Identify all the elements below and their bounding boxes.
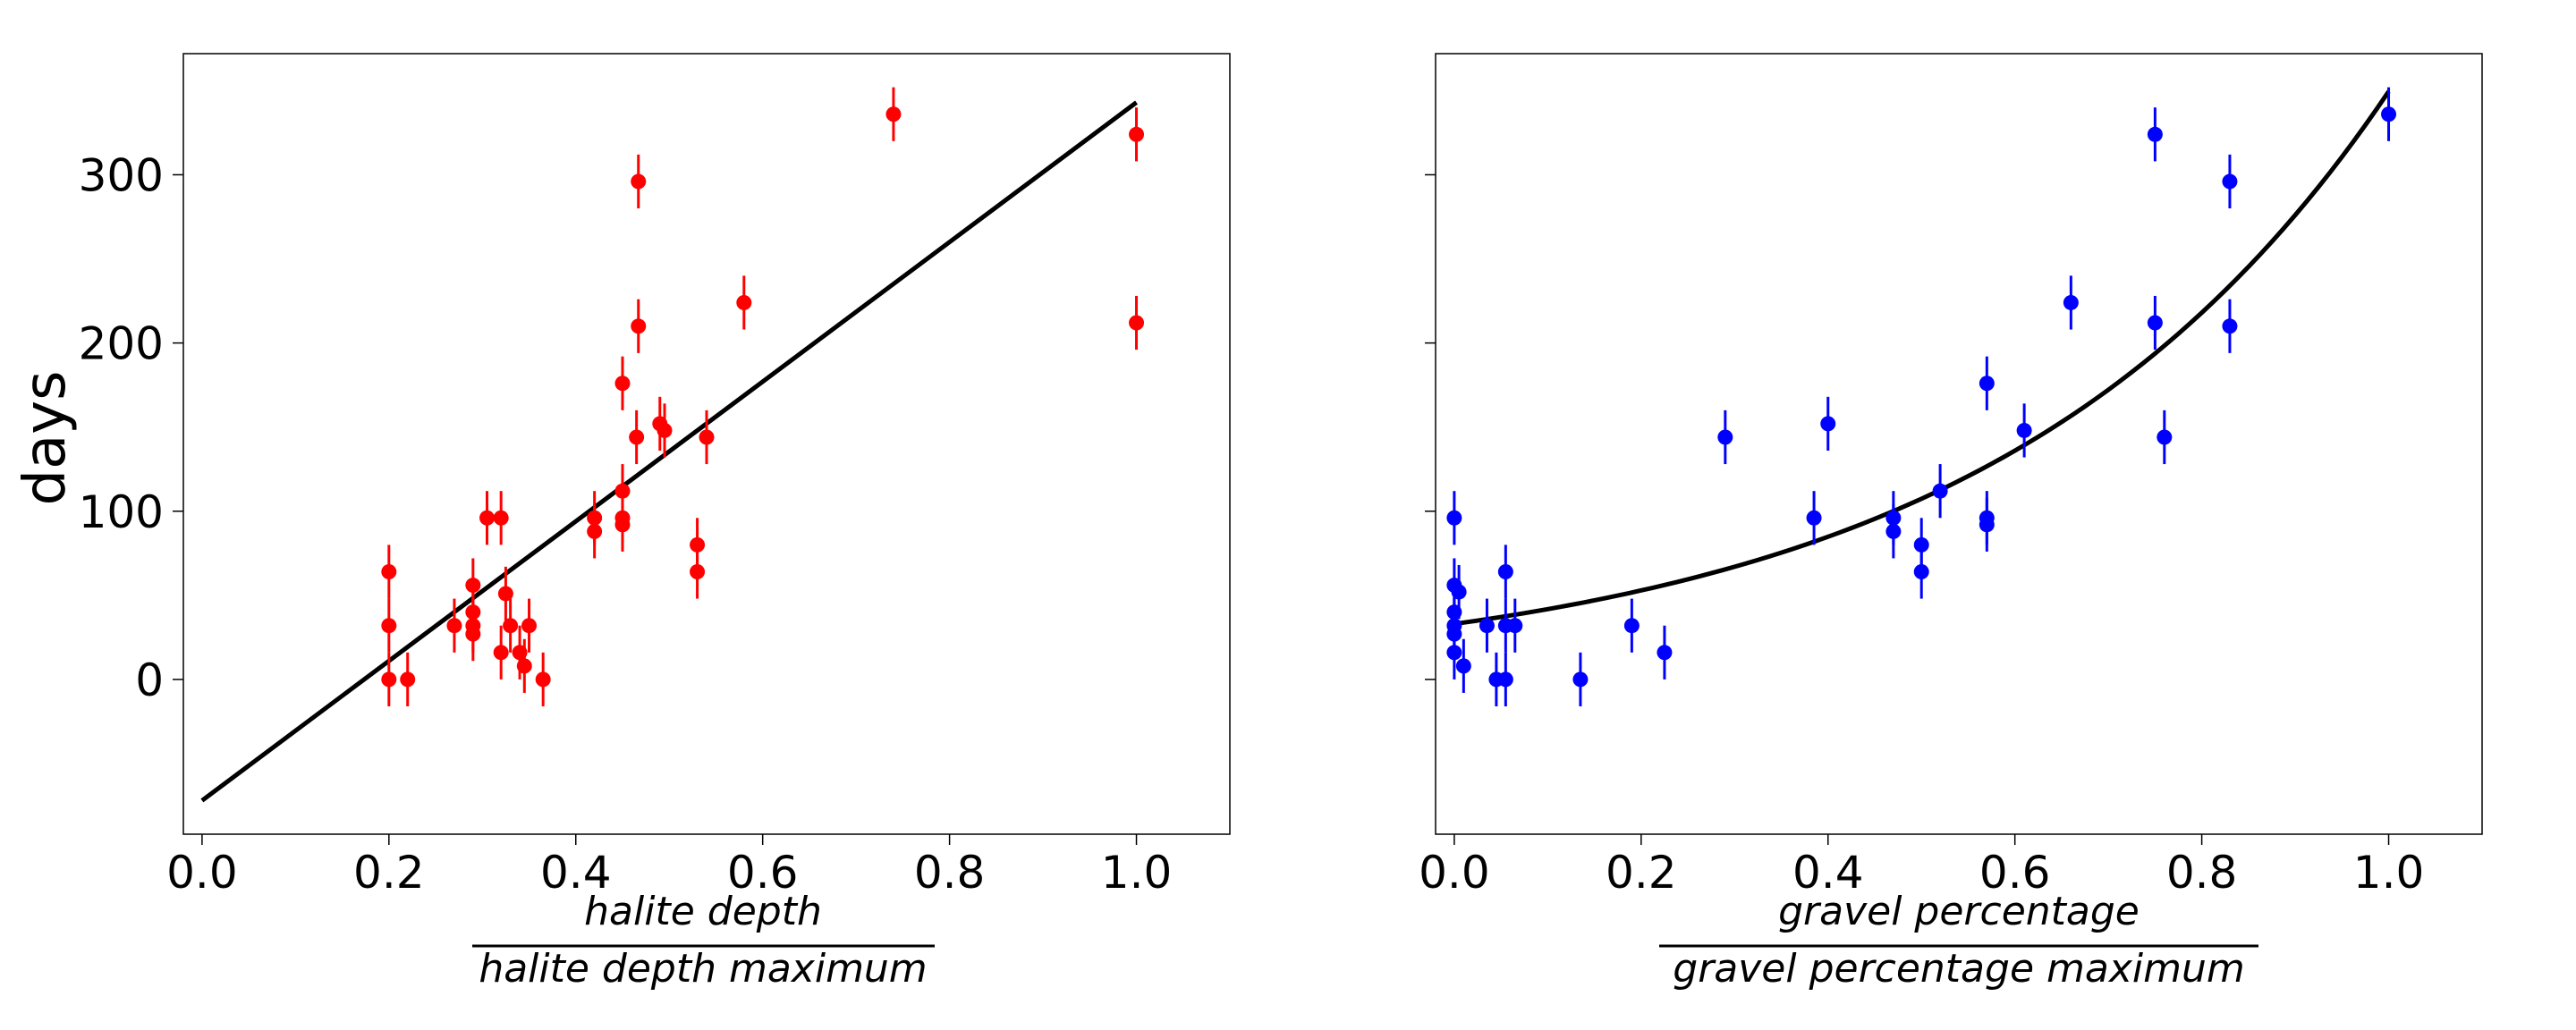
right-data-point	[2147, 126, 2163, 142]
right-data-point	[1885, 523, 1902, 539]
left-x-label-denominator: halite depth maximum	[479, 946, 927, 992]
right-x-tick-label: 0.0	[1419, 847, 1490, 899]
left-x-ticks: 0.0 0.2 0.4 0.6 0.8 1.0	[166, 834, 1172, 899]
left-y-tick-label: 100	[79, 486, 164, 538]
right-data-point	[1657, 645, 1673, 661]
left-data-point	[631, 173, 647, 190]
right-x-ticks: 0.0 0.2 0.4 0.6 0.8 1.0	[1419, 834, 2424, 899]
left-data-point	[493, 645, 509, 661]
left-data-point	[736, 294, 752, 310]
right-data-point	[1979, 376, 1995, 392]
right-data-point	[1717, 429, 1733, 445]
left-data-point	[493, 510, 509, 526]
right-x-tick-label: 0.4	[1792, 847, 1864, 899]
right-data-point	[1913, 563, 1929, 579]
left-data-point	[446, 618, 462, 634]
left-data-point	[503, 618, 519, 634]
left-y-tick-label: 300	[79, 149, 164, 201]
right-data-point	[1572, 671, 1589, 688]
right-fit-line	[1453, 89, 2391, 627]
right-data-point	[1806, 510, 1822, 526]
left-data-point	[629, 429, 645, 445]
left-data-point	[516, 658, 532, 674]
left-data-point	[381, 618, 397, 634]
left-data-point	[614, 517, 631, 533]
left-y-tick-label: 0	[135, 654, 164, 706]
right-data-point	[2147, 315, 2163, 331]
left-x-tick-label: 0.8	[914, 847, 986, 899]
left-data-point	[497, 586, 513, 602]
right-y-ticks	[1425, 173, 1436, 680]
right-axes-frame	[1435, 53, 2483, 835]
right-panel: 0.0 0.2 0.4 0.6 0.8 1.0 gravel percentage gra…	[1419, 53, 2483, 992]
right-x-tick-label: 0.8	[2166, 847, 2238, 899]
left-data-point	[1129, 315, 1145, 331]
right-x-tick-label: 1.0	[2353, 847, 2425, 899]
left-y-axis-label: days	[13, 370, 79, 505]
right-data-point	[2016, 422, 2032, 438]
left-data-point	[479, 510, 496, 526]
right-data-point	[1979, 517, 1995, 533]
right-fit-curve	[1453, 89, 2391, 627]
right-data-point	[1497, 671, 1513, 688]
left-y-ticks: 0 100 200 300	[79, 149, 183, 706]
left-data-point	[699, 429, 715, 445]
left-data-point	[400, 671, 416, 688]
right-data-point	[1455, 658, 1471, 674]
left-data-point	[631, 318, 647, 334]
right-data-point	[1507, 618, 1523, 634]
right-data-points	[1446, 87, 2397, 707]
left-data-points	[381, 87, 1145, 707]
left-data-point	[381, 671, 397, 688]
left-x-tick-label: 0.0	[166, 847, 238, 899]
left-y-tick-label: 200	[79, 318, 164, 370]
right-data-point	[1623, 618, 1640, 634]
left-x-tick-label: 1.0	[1101, 847, 1173, 899]
right-x-label-numerator: gravel percentage	[1778, 889, 2140, 934]
left-data-point	[657, 422, 673, 438]
right-data-point	[2381, 106, 2397, 122]
right-data-point	[1451, 584, 1467, 600]
right-x-label-denominator: gravel percentage maximum	[1673, 946, 2244, 992]
right-data-point	[1497, 563, 1513, 579]
left-x-tick-label: 0.6	[727, 847, 799, 899]
left-panel: 0.0 0.2 0.4 0.6 0.8 1.0 0 100 200 300 days halit…	[13, 53, 1231, 992]
right-data-point	[1932, 483, 1948, 499]
right-data-point	[2222, 173, 2238, 190]
left-data-point	[521, 618, 538, 634]
right-data-point	[2157, 429, 2173, 445]
right-data-point	[1479, 618, 1495, 634]
left-axes-frame	[182, 53, 1231, 835]
left-x-label-numerator: halite depth	[584, 889, 822, 934]
left-fit-curve	[200, 100, 1139, 803]
right-data-point	[1446, 510, 1462, 526]
left-x-tick-label: 0.4	[540, 847, 612, 899]
left-data-point	[614, 376, 631, 392]
left-x-tick-label: 0.2	[353, 847, 425, 899]
left-data-point	[465, 626, 481, 642]
right-x-tick-label: 0.2	[1606, 847, 1677, 899]
left-data-point	[381, 563, 397, 579]
left-data-point	[535, 671, 551, 688]
left-fit-line	[200, 100, 1139, 803]
left-data-point	[587, 523, 603, 539]
right-data-point	[2222, 318, 2238, 334]
right-data-point	[2063, 294, 2079, 310]
right-data-point	[1820, 416, 1836, 432]
left-data-point	[1129, 126, 1145, 142]
right-data-point	[1446, 645, 1462, 661]
left-data-point	[690, 563, 706, 579]
left-data-point	[886, 106, 902, 122]
right-x-tick-label: 0.6	[1979, 847, 2051, 899]
